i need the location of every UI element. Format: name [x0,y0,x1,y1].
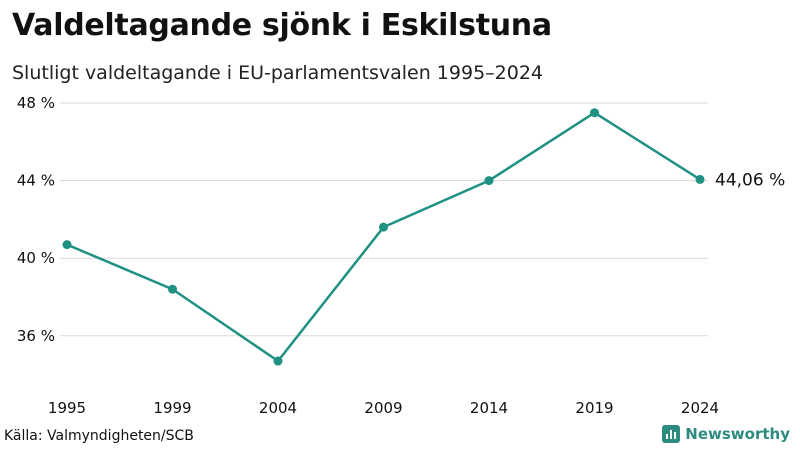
data-point [379,222,388,232]
series-line [65,111,702,363]
x-tick-label: 2009 [364,399,402,417]
y-tick-label: 36 % [17,327,55,345]
data-point [168,284,177,294]
x-tick-label: 2004 [259,399,297,417]
x-tick-label: 1995 [48,399,86,417]
y-tick-label: 40 % [17,249,55,267]
x-tick-label: 2019 [575,399,613,417]
x-tick-label: 2014 [470,399,508,417]
data-point [484,176,494,186]
data-point [695,174,705,184]
data-point [590,108,599,118]
data-point [273,356,283,366]
bar-chart-icon [662,425,681,443]
data-point [62,240,72,250]
brand-name: Newsworthy [685,425,790,443]
y-tick-label: 44 % [17,172,55,190]
source-note: Källa: Valmyndigheten/SCB [4,428,194,444]
x-tick-label: 1999 [153,399,191,417]
brand-logo: Newsworthy [662,425,790,443]
chart-subtitle: Slutligt valdeltagande i EU-parlamentsva… [12,62,544,84]
y-tick-label: 48 % [17,94,55,112]
x-tick-label: 2024 [681,399,719,417]
chart-title: Valdeltagande sjönk i Eskilstuna [12,8,552,43]
end-value-label: 44,06 % [715,170,785,190]
